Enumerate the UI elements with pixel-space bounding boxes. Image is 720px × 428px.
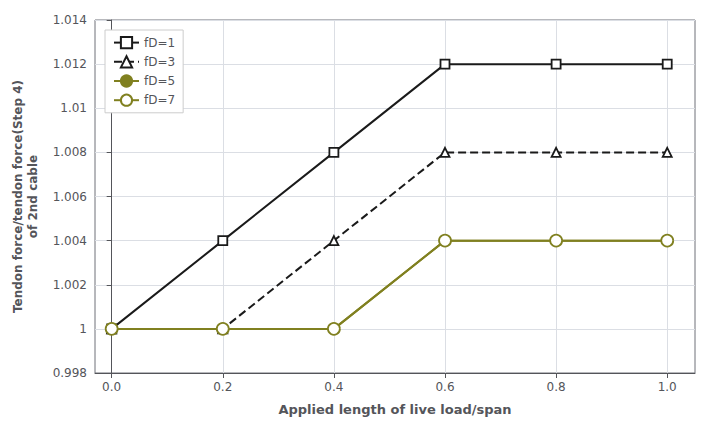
svg-text:1.012: 1.012 <box>53 57 87 71</box>
svg-text:1: 1 <box>79 322 87 336</box>
svg-text:0.6: 0.6 <box>435 380 454 394</box>
svg-text:0.0: 0.0 <box>102 380 121 394</box>
svg-text:1.008: 1.008 <box>53 145 87 159</box>
svg-text:fD=1: fD=1 <box>144 36 175 50</box>
svg-text:0.2: 0.2 <box>213 380 232 394</box>
svg-text:fD=3: fD=3 <box>144 55 175 69</box>
svg-text:1.0: 1.0 <box>658 380 677 394</box>
svg-text:fD=5: fD=5 <box>144 74 175 88</box>
svg-text:Applied length of live load/sp: Applied length of live load/span <box>278 402 511 417</box>
svg-text:of 2nd cable: of 2nd cable <box>26 155 40 238</box>
svg-text:1.004: 1.004 <box>53 234 87 248</box>
svg-text:fD=7: fD=7 <box>144 93 175 107</box>
svg-text:Tendon force/tendon force(Step: Tendon force/tendon force(Step 4) <box>11 80 25 313</box>
svg-text:0.998: 0.998 <box>53 366 87 380</box>
svg-text:1.002: 1.002 <box>53 278 87 292</box>
svg-text:1.01: 1.01 <box>60 101 87 115</box>
svg-text:1.014: 1.014 <box>53 13 87 27</box>
svg-text:0.4: 0.4 <box>324 380 343 394</box>
svg-text:1.006: 1.006 <box>53 190 87 204</box>
svg-text:0.8: 0.8 <box>547 380 566 394</box>
